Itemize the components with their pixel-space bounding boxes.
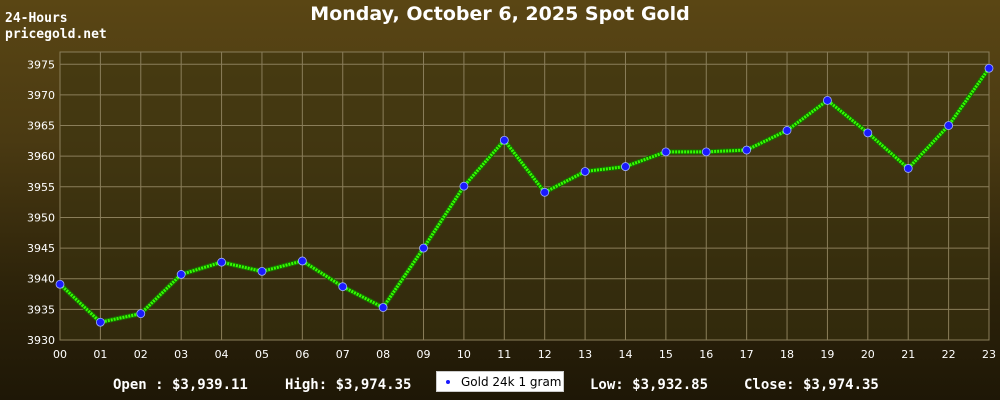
high-price: High: $3,974.35 [285,377,412,393]
data-point [742,145,752,155]
x-tick-label: 05 [255,348,269,361]
x-axis-ticks: 00 01 02 03 04 05 06 07 08 09 10 11 12 13 14 15 16 17 18 19… [53,348,996,361]
x-tick-label: 16 [699,348,713,361]
y-tick-label: 3945 [27,242,55,255]
chart-period-label: 24-Hours [5,11,68,26]
data-point [984,63,994,73]
series-line [58,66,992,325]
data-point [540,187,550,197]
data-point [419,243,428,253]
data-point [257,266,267,276]
data-point [459,181,469,191]
legend: Gold 24k 1 gram [436,371,564,392]
data-point [823,96,832,105]
chart-title: Monday, October 6, 2025 Spot Gold [310,3,690,25]
x-tick-label: 00 [53,348,67,361]
data-point [944,121,954,130]
data-point [176,270,186,279]
x-tick-label: 14 [618,348,632,361]
data-point [297,256,307,266]
x-tick-label: 15 [659,348,673,361]
x-tick-label: 20 [861,348,875,361]
x-tick-label: 02 [134,348,148,361]
data-point [217,257,226,267]
x-tick-label: 09 [417,348,431,361]
y-tick-label: 3950 [27,211,55,224]
y-tick-label: 3955 [27,181,55,194]
x-tick-label: 22 [942,348,956,361]
x-tick-label: 17 [740,348,754,361]
data-point [863,128,873,138]
x-tick-label: 07 [336,348,350,361]
x-tick-label: 03 [174,348,188,361]
data-point [782,126,792,135]
x-tick-label: 12 [538,348,552,361]
x-tick-label: 21 [901,348,915,361]
x-tick-label: 18 [780,348,794,361]
data-point [95,317,105,327]
y-tick-label: 3930 [27,334,55,347]
data-point [621,162,630,171]
data-point [378,303,388,312]
legend-label: Gold 24k 1 gram [461,374,562,389]
x-tick-label: 13 [578,348,592,361]
x-tick-label: 01 [93,348,107,361]
y-tick-label: 3965 [27,120,55,133]
low-price: Low: $3,932.85 [590,377,709,393]
close-price: Close: $3,974.35 [744,377,879,393]
y-tick-label: 3970 [27,89,55,102]
x-tick-label: 23 [982,348,996,361]
data-point [701,147,711,157]
data-point [661,147,671,157]
x-tick-label: 11 [497,348,511,361]
y-tick-label: 3960 [27,150,55,163]
y-axis-ticks: 3930 3935 3940 3945 3950 3955 3960 3965 3970 3975 [27,58,55,347]
x-tick-label: 10 [457,348,471,361]
y-tick-label: 3975 [27,58,55,71]
data-point [580,167,590,176]
plot-area [59,51,990,341]
legend-marker-icon [446,379,450,384]
data-point [55,279,65,289]
series-line-path [58,67,991,324]
data-point [136,309,146,319]
x-tick-label: 04 [215,348,229,361]
data-point [499,135,509,145]
x-tick-label: 06 [295,348,309,361]
y-tick-label: 3935 [27,303,55,316]
grid-lines [59,52,990,341]
x-tick-label: 19 [820,348,834,361]
data-point [903,164,913,173]
open-price: Open : $3,939.11 [113,377,248,393]
series-points [55,63,994,327]
data-point [338,282,348,292]
y-tick-label: 3940 [27,273,55,286]
site-name: pricegold.net [5,27,107,42]
x-tick-label: 08 [376,348,390,361]
